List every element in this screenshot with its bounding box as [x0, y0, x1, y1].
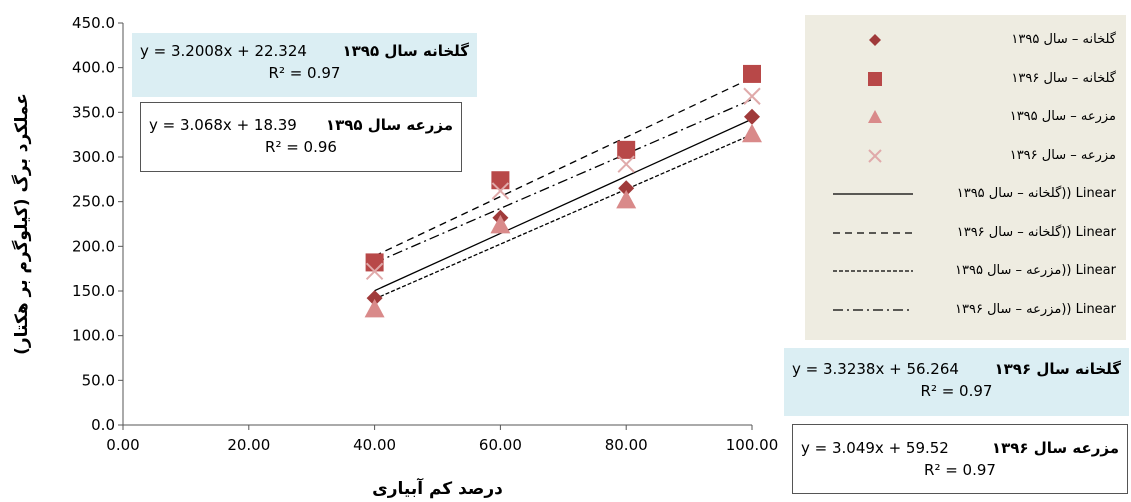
point-s1-1	[491, 171, 510, 190]
legend-item: مزرعه – سال ۱۳۹۵)) Linear	[805, 257, 1126, 285]
trendline-0	[374, 118, 753, 292]
x-tick-label: 60.00	[479, 436, 522, 454]
legend-label: گلخانه – سال ۱۳۹۶	[1011, 70, 1116, 86]
legend-marker	[868, 71, 882, 86]
y-tick-label: 100.0	[72, 327, 115, 345]
point-s3-3	[743, 87, 761, 105]
point-s0-0	[366, 290, 383, 307]
point-s3-1	[491, 182, 510, 200]
legend-key	[833, 231, 913, 234]
legend-key	[868, 71, 882, 86]
trendline-1	[374, 77, 753, 257]
point-s1-0	[365, 253, 384, 272]
point-s2-3	[742, 123, 762, 143]
equation-box-field-1396: y = 3.049x + 59.52 مزرعه سال ۱۳۹۶ R² = 0…	[792, 424, 1128, 494]
legend-key	[869, 34, 881, 46]
legend-key	[833, 193, 913, 195]
r2-greenhouse-1395: R² = 0.97	[268, 64, 341, 82]
equation-field-1395: y = 3.068x + 18.39	[149, 116, 297, 134]
x-tick-label: 100.00	[726, 436, 779, 454]
legend-label: گلخانه – سال ۱۳۹۶)) Linear	[956, 224, 1116, 240]
x-axis-title: درصد کم آبیاری	[372, 477, 503, 499]
point-s3-0	[365, 262, 384, 281]
label-field-1396: مزرعه سال ۱۳۹۶	[991, 439, 1119, 457]
y-tick-label: 50.0	[82, 371, 115, 389]
trendline-2	[374, 133, 753, 300]
equation-box-greenhouse-1395: y = 3.2008x + 22.324 گلخانه سال ۱۳۹۵ R² …	[132, 33, 477, 97]
x-tick-label: 80.00	[605, 436, 648, 454]
legend-item: گلخانه – سال ۱۳۹۵	[805, 26, 1126, 54]
legend-label: مزرعه – سال ۱۳۹۶)) Linear	[955, 301, 1116, 317]
label-greenhouse-1395: گلخانه سال ۱۳۹۵	[342, 42, 470, 60]
legend-label: مزرعه – سال ۱۳۹۵)) Linear	[955, 263, 1116, 278]
equation-greenhouse-1395: y = 3.2008x + 22.324	[140, 42, 307, 60]
point-s0-3	[744, 108, 760, 125]
legend-key	[833, 308, 913, 311]
label-greenhouse-1396: گلخانه سال ۱۳۹۶	[994, 360, 1122, 378]
legend-label: گلخانه – سال ۱۳۹۵	[1011, 32, 1116, 47]
x-tick-label: 20.00	[227, 436, 270, 454]
trendline-3	[374, 98, 753, 264]
legend-marker	[869, 34, 881, 46]
x-tick-label: 0.00	[106, 436, 139, 454]
legend-item: گلخانه – سال ۱۳۹۵)) Linear	[805, 180, 1126, 208]
point-s0-2	[618, 180, 635, 197]
legend-item: مزرعه – سال ۱۳۹۶)) Linear	[805, 296, 1126, 324]
legend-label: گلخانه – سال ۱۳۹۵)) Linear	[956, 186, 1116, 201]
point-s1-2	[617, 140, 636, 159]
legend-item: مزرعه – سال ۱۳۹۵	[805, 103, 1126, 131]
r2-greenhouse-1396: R² = 0.97	[920, 382, 993, 400]
y-tick-label: 250.0	[72, 193, 115, 211]
legend-marker	[868, 110, 882, 123]
y-tick-label: 0.0	[91, 416, 115, 434]
point-s2-0	[364, 298, 385, 318]
legend-marker	[868, 148, 882, 163]
point-s2-2	[616, 189, 637, 209]
r2-field-1396: R² = 0.97	[924, 461, 996, 479]
equation-field-1396: y = 3.049x + 59.52	[801, 439, 949, 457]
equation-box-field-1395: y = 3.068x + 18.39 مزرعه سال ۱۳۹۵ R² = 0…	[140, 102, 462, 172]
x-tick-label: 40.00	[353, 436, 396, 454]
y-tick-label: 350.0	[72, 103, 115, 121]
legend-item: مزرعه – سال ۱۳۹۶	[805, 142, 1126, 170]
legend-label: مزرعه – سال ۱۳۹۶	[1009, 147, 1116, 163]
point-s3-2	[617, 155, 635, 173]
legend-key	[868, 110, 882, 123]
y-tick-label: 200.0	[72, 237, 115, 255]
equation-box-greenhouse-1396: y = 3.3238x + 56.264 گلخانه سال ۱۳۹۶ R² …	[784, 348, 1129, 416]
point-s2-1	[490, 214, 511, 234]
legend-item: گلخانه – سال ۱۳۹۶	[805, 65, 1126, 93]
equation-greenhouse-1396: y = 3.3238x + 56.264	[792, 360, 959, 378]
label-field-1395: مزرعه سال ۱۳۹۵	[325, 116, 453, 134]
point-s1-3	[743, 64, 761, 83]
r2-field-1395: R² = 0.96	[265, 138, 337, 156]
y-tick-label: 300.0	[72, 148, 115, 166]
legend-key	[833, 270, 913, 272]
y-axis-title: عملکرد برگ (کیلوگرم بر هکتار)	[11, 93, 32, 355]
legend-label: مزرعه – سال ۱۳۹۵	[1009, 109, 1116, 124]
chart-legend: گلخانه – سال ۱۳۹۵ گلخانه – سال ۱۳۹۶ مزرعه …	[805, 15, 1126, 340]
legend-item: گلخانه – سال ۱۳۹۶)) Linear	[805, 219, 1126, 247]
y-tick-label: 400.0	[72, 59, 115, 77]
y-tick-label: 450.0	[72, 14, 115, 32]
y-tick-label: 150.0	[72, 282, 115, 300]
legend-key	[868, 148, 882, 163]
